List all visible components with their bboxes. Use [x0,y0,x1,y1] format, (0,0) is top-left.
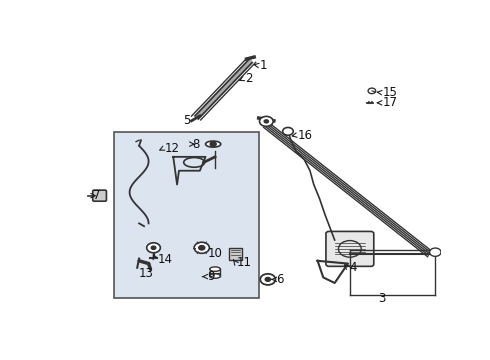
Circle shape [147,243,160,253]
Circle shape [283,127,294,135]
Ellipse shape [206,141,220,147]
Text: 13: 13 [139,267,154,280]
Ellipse shape [210,274,220,278]
Text: 17: 17 [383,96,398,109]
Circle shape [430,248,441,256]
FancyBboxPatch shape [326,231,374,266]
Circle shape [199,246,205,250]
Circle shape [260,274,275,285]
Circle shape [260,116,273,126]
FancyBboxPatch shape [115,132,259,298]
Circle shape [265,278,270,281]
Text: 11: 11 [237,256,252,269]
Circle shape [194,242,209,253]
Circle shape [264,120,269,123]
Text: 10: 10 [207,247,222,260]
Text: 1: 1 [260,59,268,72]
Ellipse shape [210,267,220,271]
Text: 16: 16 [298,129,313,142]
Text: 7: 7 [93,189,100,202]
Text: 14: 14 [157,253,172,266]
Text: 8: 8 [192,138,199,150]
FancyBboxPatch shape [229,248,243,260]
Text: 5: 5 [183,114,190,127]
Text: 4: 4 [350,261,357,274]
Text: 12: 12 [165,142,180,155]
Text: 9: 9 [207,270,215,283]
Text: 6: 6 [276,273,284,286]
Circle shape [151,246,156,249]
Circle shape [210,142,216,146]
Text: 3: 3 [378,292,386,305]
Circle shape [368,88,376,94]
Text: 15: 15 [383,86,398,99]
Text: 2: 2 [245,72,253,85]
FancyBboxPatch shape [93,190,106,201]
